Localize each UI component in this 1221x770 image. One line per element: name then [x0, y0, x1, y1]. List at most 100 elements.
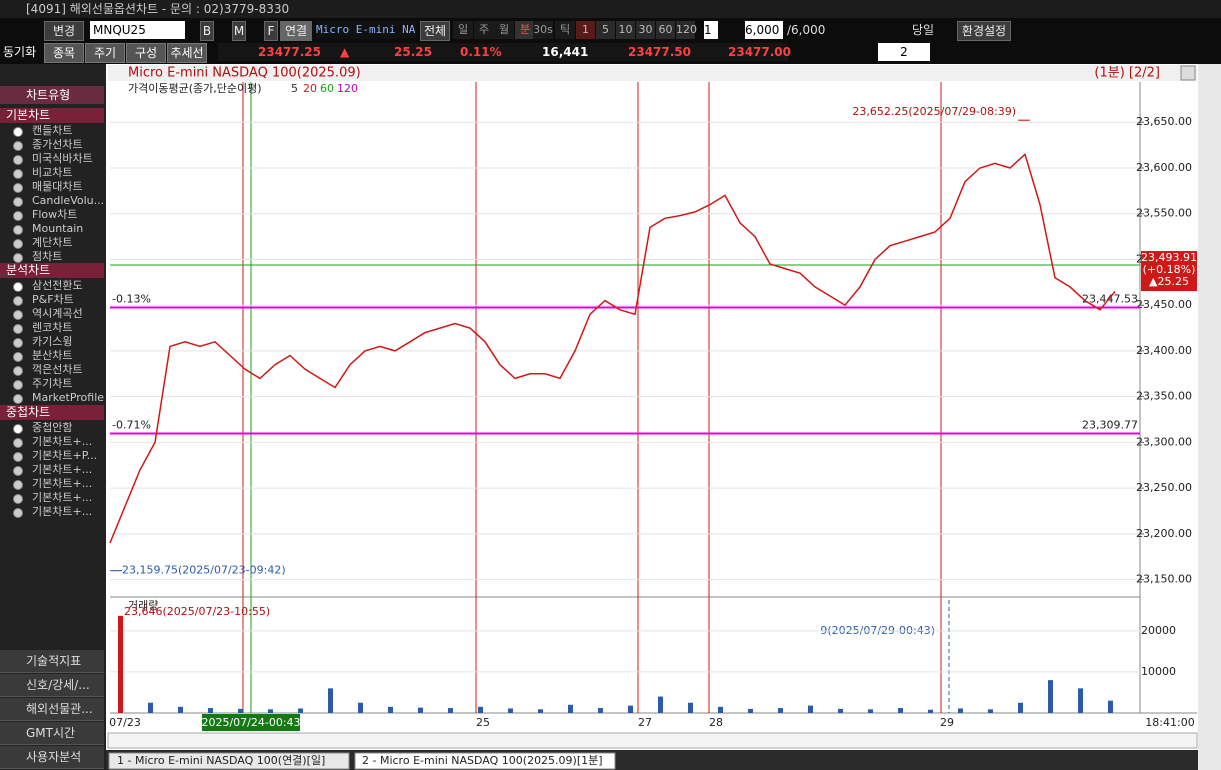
chart-type-item[interactable]: 역시계곡선 — [32, 307, 83, 320]
chart-type-item[interactable]: 삼선전환도 — [32, 279, 83, 292]
chart-type-item[interactable]: 기본차트+... — [32, 463, 93, 476]
interval-button[interactable]: 30 — [636, 21, 655, 39]
sidebar-button[interactable]: 해외선물관... — [0, 698, 104, 721]
radio[interactable] — [13, 480, 23, 490]
chart-type-item[interactable]: 미국식바차트 — [32, 152, 93, 165]
b-button[interactable]: B — [200, 21, 214, 41]
radio[interactable] — [13, 394, 23, 404]
chart-type-item[interactable]: 기본차트+... — [32, 505, 93, 518]
volume-bar — [778, 708, 783, 713]
f-button[interactable]: F — [264, 21, 278, 41]
tool-button[interactable]: 추세선 — [167, 43, 207, 63]
chart-type-item[interactable]: 비교차트 — [32, 166, 73, 179]
radio[interactable] — [13, 282, 23, 292]
radio[interactable] — [13, 296, 23, 306]
chart-type-item[interactable]: 분산차트 — [32, 349, 73, 362]
symbol-input[interactable]: MNQU25 — [90, 21, 185, 39]
radio[interactable] — [13, 127, 23, 137]
period-button[interactable]: 분 — [515, 21, 535, 39]
period-button[interactable]: 틱 — [555, 21, 575, 39]
chart-type-item[interactable]: P&F차트 — [32, 293, 74, 306]
settings-button[interactable]: 환경설정 — [957, 21, 1011, 41]
radio[interactable] — [13, 366, 23, 376]
chart-type-item[interactable]: 기본차트+... — [32, 491, 93, 504]
period-button[interactable]: 30s — [533, 21, 553, 39]
count-input[interactable]: 6,000 — [745, 21, 783, 39]
chart-type-item[interactable]: Flow차트 — [32, 208, 78, 221]
radio[interactable] — [13, 211, 23, 221]
tab[interactable] — [108, 752, 350, 770]
chart-type-item[interactable]: 중첩안함 — [32, 421, 73, 434]
radio[interactable] — [13, 155, 23, 165]
tool-button[interactable]: 종목 — [44, 43, 84, 63]
chart-type-item[interactable]: MarketProfile — [32, 391, 104, 404]
chart-type-item[interactable]: 캔들차트 — [32, 124, 73, 137]
layout-select[interactable]: 2 — [878, 43, 930, 61]
interval-button[interactable]: 120 — [676, 21, 697, 39]
interval-button[interactable]: 60 — [656, 21, 675, 39]
radio[interactable] — [13, 508, 23, 518]
y-tick-label: 23,150.00 — [1136, 573, 1192, 586]
radio[interactable] — [13, 324, 23, 334]
radio[interactable] — [13, 141, 23, 151]
sidebar-button[interactable]: GMT시간 — [0, 722, 104, 745]
chart-type-item[interactable]: 카기스윙 — [32, 335, 73, 348]
chart-type-item[interactable]: CandleVolu... — [32, 194, 104, 207]
chart-type-item[interactable]: 기본차트+P... — [32, 449, 98, 462]
link-button[interactable]: 연결 — [280, 21, 312, 41]
radio[interactable] — [13, 452, 23, 462]
radio[interactable] — [13, 466, 23, 476]
interval-button[interactable]: 1 — [576, 21, 595, 39]
chart-type-item[interactable]: 점차트 — [32, 250, 63, 263]
last-price: 23477.25 — [258, 45, 322, 59]
radio[interactable] — [13, 424, 23, 434]
tab[interactable] — [354, 752, 616, 770]
chart-type-item[interactable]: 꺽은선차트 — [32, 363, 83, 376]
radio[interactable] — [13, 239, 23, 249]
sidebar-button[interactable]: 신호/강세/... — [0, 674, 104, 697]
radio[interactable] — [13, 225, 23, 235]
radio[interactable] — [13, 310, 23, 320]
tool-button[interactable]: 주기 — [85, 43, 125, 63]
unit-input[interactable]: 1 — [704, 21, 718, 39]
radio[interactable] — [13, 197, 23, 207]
radio[interactable] — [13, 352, 23, 362]
interval-button[interactable]: 5 — [596, 21, 615, 39]
chart-title: Micro E-mini NASDAQ 100(2025.09) — [128, 66, 361, 81]
radio[interactable] — [13, 183, 23, 193]
chart-type-item[interactable]: 기본차트+... — [32, 477, 93, 490]
radio[interactable] — [13, 253, 23, 263]
right-toolbar — [1198, 64, 1221, 770]
today-check[interactable]: 당일 — [912, 23, 935, 37]
period-button[interactable]: 일 — [453, 21, 473, 39]
interval-button[interactable]: 10 — [616, 21, 635, 39]
chart-type-item[interactable]: 계단차트 — [32, 236, 73, 249]
sidebar-button[interactable]: 기술적지표 — [0, 650, 104, 673]
chart-type-item[interactable]: Mountain — [32, 222, 84, 235]
period-button[interactable]: 주 — [474, 21, 494, 39]
chart-type-item[interactable]: 주기차트 — [32, 377, 73, 390]
close-button[interactable] — [1180, 65, 1196, 81]
radio[interactable] — [13, 338, 23, 348]
chart-type-item[interactable]: 종가선차트 — [32, 138, 83, 151]
period-button[interactable]: 월 — [494, 21, 514, 39]
scrollbar[interactable] — [107, 732, 1198, 749]
radio[interactable] — [13, 438, 23, 448]
radio[interactable] — [13, 169, 23, 179]
change-button[interactable]: 변경 — [44, 21, 84, 41]
radio[interactable] — [13, 494, 23, 504]
quote-strip — [218, 43, 788, 61]
count-max: /6,000 — [787, 23, 826, 37]
radio[interactable] — [13, 380, 23, 390]
chart-type-item[interactable]: 매물대차트 — [32, 180, 83, 193]
m-button[interactable]: M — [232, 21, 246, 41]
chart-type-item[interactable]: 기본차트+... — [32, 435, 93, 448]
chart-type-item[interactable]: 렌코차트 — [32, 321, 73, 334]
ask-price: 23477.50 — [628, 45, 692, 59]
all-button[interactable]: 전체 — [420, 21, 450, 41]
volume-bar — [538, 709, 543, 713]
volume-bar — [718, 706, 723, 713]
sidebar-button[interactable]: 사용자분석 — [0, 746, 104, 769]
tool-button[interactable]: 구성 — [126, 43, 166, 63]
